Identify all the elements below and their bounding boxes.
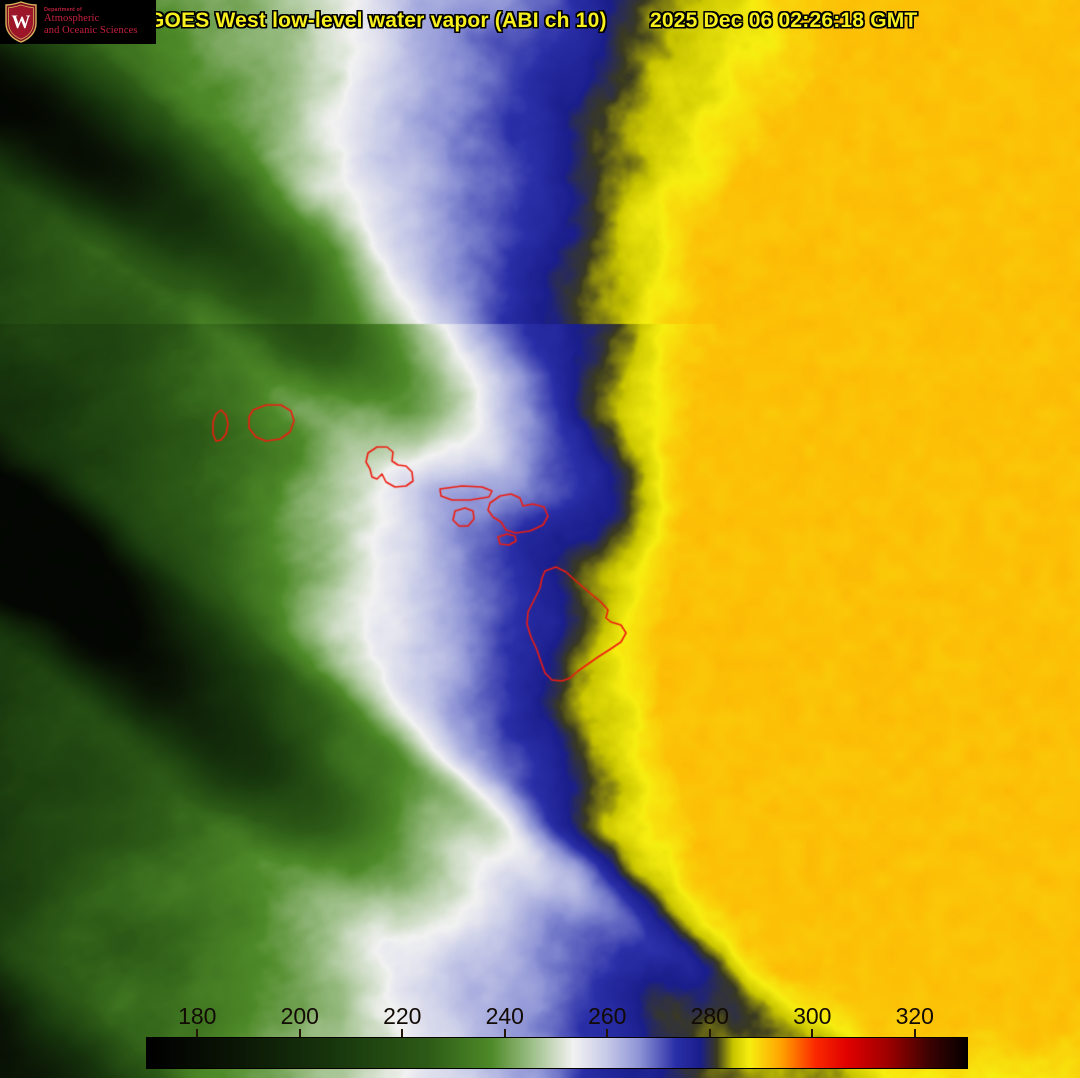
logo-name-line-2: and Oceanic Sciences — [44, 24, 138, 36]
colorbar — [146, 1037, 968, 1069]
uw-crest-icon: W — [2, 1, 40, 43]
svg-text:W: W — [12, 12, 31, 33]
logo-name-line-1: Atmospheric — [44, 13, 100, 25]
logo-wordmark: Department of Atmospheric and Oceanic Sc… — [44, 6, 138, 36]
institution-logo: W Department of Atmospheric and Oceanic … — [0, 0, 156, 44]
logo-department-line: Department of — [44, 6, 82, 13]
colorbar-gradient — [147, 1038, 967, 1068]
